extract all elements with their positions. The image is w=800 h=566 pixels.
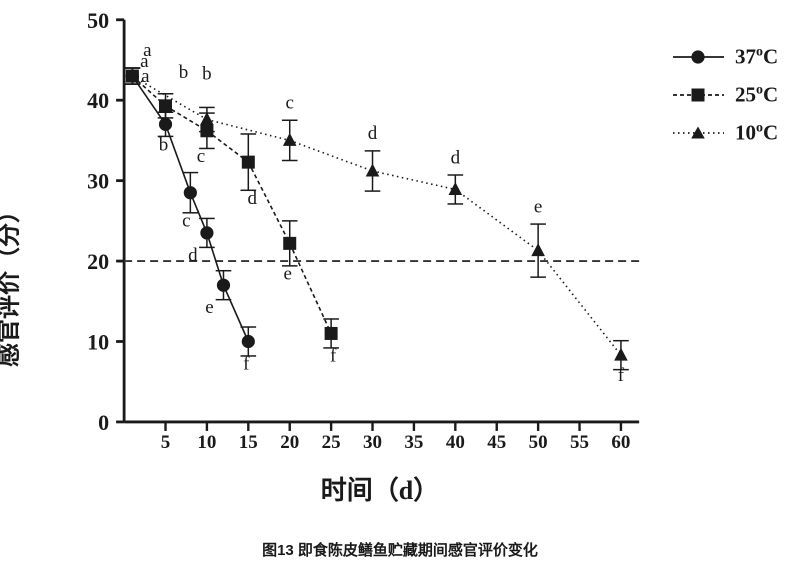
svg-text:f: f	[330, 345, 337, 366]
svg-text:e: e	[205, 297, 213, 318]
svg-text:10: 10	[87, 330, 109, 355]
svg-text:50: 50	[87, 8, 109, 33]
svg-text:30: 30	[87, 169, 109, 194]
svg-text:f: f	[618, 365, 625, 386]
svg-text:40: 40	[446, 432, 465, 453]
svg-text:f: f	[243, 354, 250, 375]
svg-text:20: 20	[87, 249, 109, 274]
svg-text:b: b	[179, 62, 189, 83]
svg-text:d: d	[451, 147, 461, 168]
svg-text:35: 35	[404, 432, 423, 453]
svg-text:45: 45	[487, 432, 506, 453]
svg-text:55: 55	[570, 432, 589, 453]
svg-text:a: a	[143, 40, 152, 61]
svg-text:15: 15	[239, 432, 258, 453]
svg-text:d: d	[188, 245, 198, 266]
svg-text:5: 5	[161, 432, 171, 453]
svg-text:30: 30	[363, 432, 382, 453]
svg-text:d: d	[248, 188, 258, 209]
svg-text:0: 0	[98, 410, 109, 435]
svg-text:50: 50	[529, 432, 548, 453]
svg-text:20: 20	[280, 432, 299, 453]
svg-text:c: c	[182, 211, 190, 232]
svg-text:e: e	[534, 197, 542, 218]
svg-text:25: 25	[322, 432, 341, 453]
svg-text:10: 10	[197, 432, 216, 453]
svg-text:60: 60	[611, 432, 630, 453]
svg-text:c: c	[197, 146, 205, 167]
svg-text:b: b	[202, 64, 212, 85]
svg-text:e: e	[284, 263, 292, 284]
svg-text:c: c	[286, 92, 294, 113]
svg-text:40: 40	[87, 88, 109, 113]
svg-text:d: d	[368, 123, 378, 144]
svg-text:b: b	[159, 134, 169, 155]
